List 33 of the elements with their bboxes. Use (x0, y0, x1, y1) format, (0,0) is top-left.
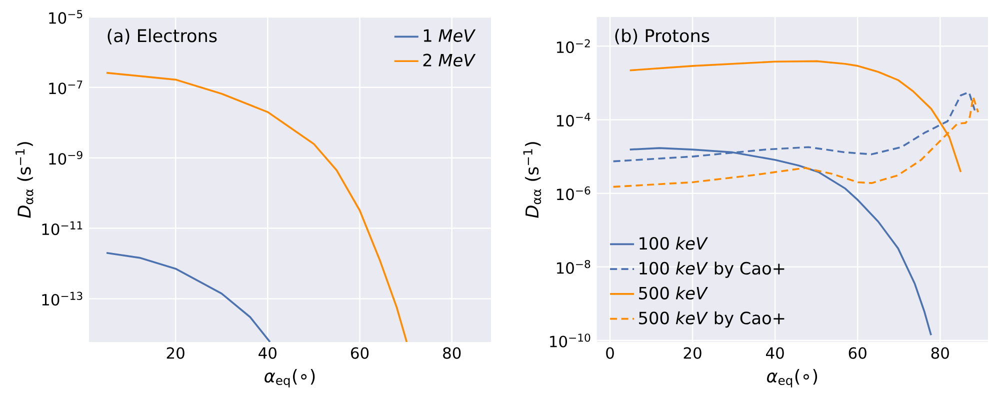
x-tick-label: 20 (166, 347, 184, 359)
y-tick-label: 10$^{−13}$ (42, 292, 82, 306)
legend-label: 2 MeV (423, 54, 476, 67)
legend-label: 100 keV (640, 236, 708, 250)
y-axis-title: D$_{αα}$ (s$^{−1}$) (16, 142, 34, 218)
y-tick-label: 10$^{−7}$ (49, 80, 82, 94)
y-tick-label: 10$^{−9}$ (49, 150, 82, 165)
x-tick-label: 40 (258, 347, 276, 359)
y-tick-label: 10$^{−4}$ (556, 112, 590, 127)
legend-label: 500 keV (639, 286, 708, 300)
x-tick-label: 60 (351, 347, 369, 359)
x-tick-label: 0 (606, 347, 614, 359)
x-axis-title: α$_{eq}$(∘) (264, 369, 315, 388)
y-tick-label: 10$^{−8}$ (556, 260, 590, 274)
x-axis-title: α$_{eq}$(∘) (767, 369, 818, 388)
x-tick-label: 80 (931, 347, 949, 359)
y-tick-label: 10$^{−2}$ (556, 39, 590, 54)
x-tick-label: 80 (443, 347, 461, 359)
line-series (106, 72, 408, 342)
y-tick-label: 10$^{−5}$ (49, 10, 82, 24)
legend-label: 1 MeV (424, 29, 476, 42)
legend-label: 100 keV by Cao+ (640, 262, 784, 278)
legend-label: 500 keV by Cao+ (639, 311, 784, 328)
y-tick-label: 10$^{−6}$ (556, 186, 590, 200)
y-axis-title: D$_{αα}$ (s$^{−1}$) (523, 142, 542, 218)
line-series (106, 252, 271, 342)
y-tick-label: 10$^{−10}$ (550, 334, 590, 348)
x-tick-label: 20 (684, 347, 702, 359)
annotation: (b) Protons (615, 28, 710, 44)
x-tick-label: 60 (848, 347, 866, 359)
y-tick-label: 10$^{−11}$ (42, 221, 82, 236)
x-tick-label: 40 (766, 347, 784, 359)
annotation: (a) Electrons (108, 28, 217, 44)
